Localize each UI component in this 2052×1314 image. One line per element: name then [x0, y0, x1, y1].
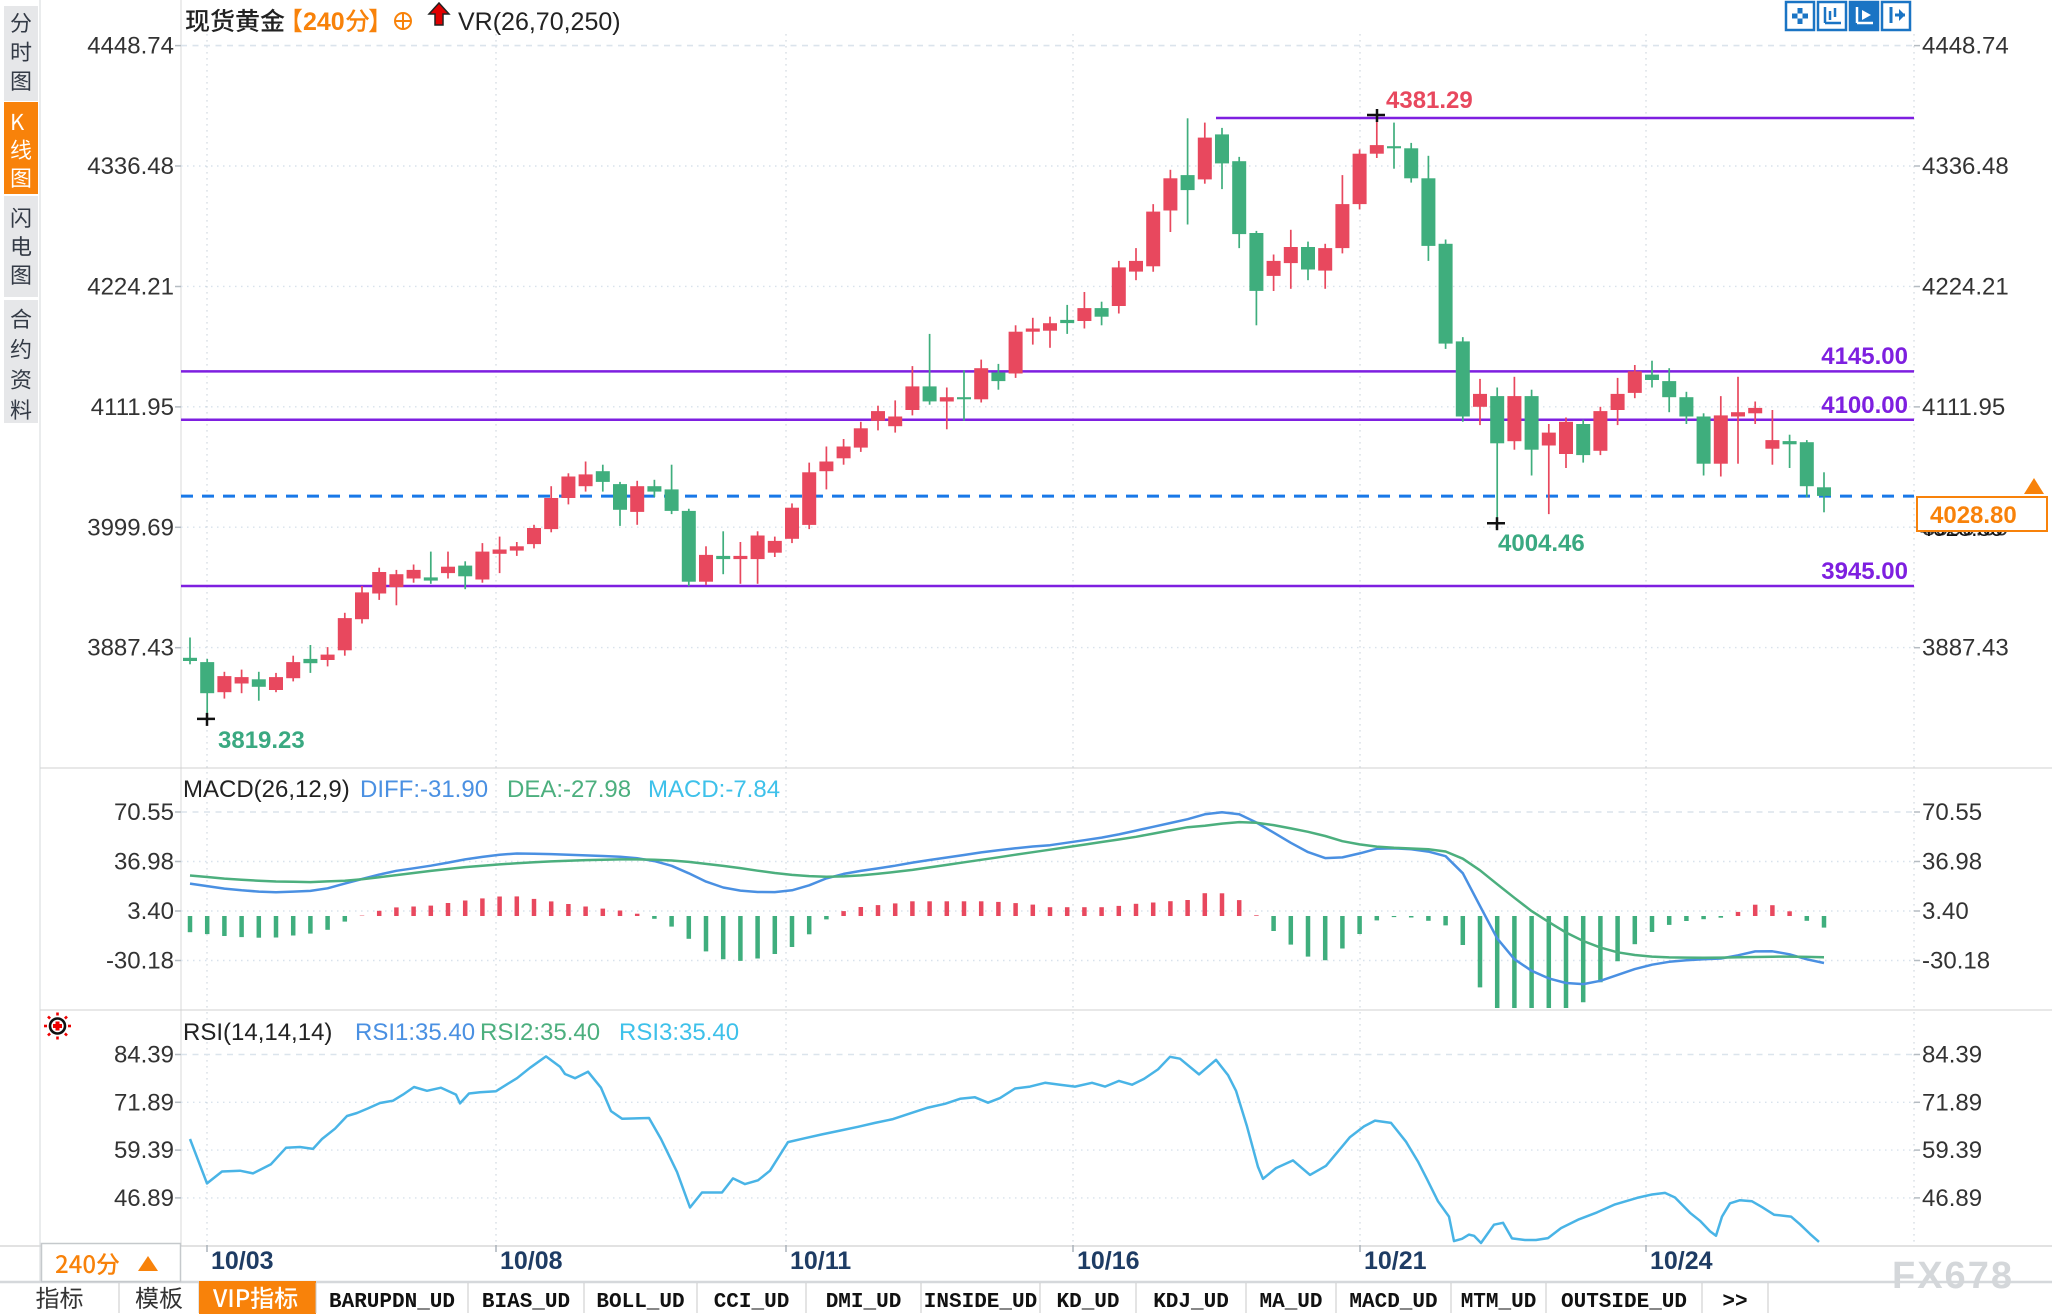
- svg-text:4004.46: 4004.46: [1498, 530, 1585, 557]
- svg-text:MACD_UD: MACD_UD: [1349, 1291, 1437, 1314]
- svg-text:BARUPDN_UD: BARUPDN_UD: [329, 1291, 455, 1314]
- svg-text:36.98: 36.98: [114, 849, 174, 876]
- svg-text:CCI_UD: CCI_UD: [714, 1291, 790, 1314]
- svg-text:3999.69: 3999.69: [87, 514, 174, 541]
- svg-text:DEA:-27.98: DEA:-27.98: [507, 776, 631, 803]
- svg-text:VR(26,70,250): VR(26,70,250): [458, 8, 621, 36]
- svg-text:4224.21: 4224.21: [87, 274, 174, 301]
- svg-text:10/16: 10/16: [1077, 1247, 1140, 1275]
- svg-text:240: 240: [303, 8, 345, 36]
- svg-text:70.55: 70.55: [114, 799, 174, 826]
- svg-text:70.55: 70.55: [1922, 799, 1982, 826]
- svg-text:10/03: 10/03: [211, 1247, 274, 1275]
- svg-text:KD_UD: KD_UD: [1056, 1291, 1119, 1314]
- svg-text:>>: >>: [1722, 1291, 1747, 1314]
- svg-text:MACD:-7.84: MACD:-7.84: [648, 776, 780, 803]
- svg-text:71.89: 71.89: [1922, 1089, 1982, 1116]
- svg-text:4336.48: 4336.48: [87, 153, 174, 180]
- svg-text:MTM_UD: MTM_UD: [1461, 1291, 1537, 1314]
- svg-text:3.40: 3.40: [1922, 898, 1969, 925]
- svg-text:36.98: 36.98: [1922, 849, 1982, 876]
- svg-text:FX678: FX678: [1892, 1255, 2014, 1297]
- svg-text:3887.43: 3887.43: [87, 635, 174, 662]
- svg-text:4448.74: 4448.74: [87, 33, 174, 60]
- svg-text:RSI3:35.40: RSI3:35.40: [619, 1019, 739, 1046]
- svg-text:3819.23: 3819.23: [218, 727, 305, 754]
- svg-text:10/11: 10/11: [790, 1247, 851, 1275]
- svg-text:10/08: 10/08: [500, 1247, 563, 1275]
- svg-text:3.40: 3.40: [127, 898, 174, 925]
- svg-text:4336.48: 4336.48: [1922, 153, 2009, 180]
- svg-text:10/21: 10/21: [1364, 1247, 1427, 1275]
- svg-text:3945.00: 3945.00: [1821, 558, 1908, 585]
- svg-text:-30.18: -30.18: [1922, 948, 1990, 975]
- svg-text:4224.21: 4224.21: [1922, 274, 2009, 301]
- svg-text:OUTSIDE_UD: OUTSIDE_UD: [1561, 1291, 1687, 1314]
- svg-text:4145.00: 4145.00: [1821, 343, 1908, 370]
- svg-text:BIAS_UD: BIAS_UD: [482, 1291, 570, 1314]
- svg-text:-30.18: -30.18: [106, 948, 174, 975]
- svg-text:4100.00: 4100.00: [1821, 392, 1908, 419]
- svg-text:59.39: 59.39: [1922, 1137, 1982, 1164]
- svg-text:MACD(26,12,9): MACD(26,12,9): [183, 776, 350, 803]
- svg-text:59.39: 59.39: [114, 1137, 174, 1164]
- svg-text:RSI1:35.40: RSI1:35.40: [355, 1019, 475, 1046]
- svg-text:46.89: 46.89: [114, 1185, 174, 1212]
- svg-text:84.39: 84.39: [114, 1042, 174, 1069]
- svg-text:RSI2:35.40: RSI2:35.40: [480, 1019, 600, 1046]
- svg-text:4111.95: 4111.95: [91, 394, 174, 421]
- svg-text:4381.29: 4381.29: [1386, 87, 1473, 114]
- svg-text:4111.95: 4111.95: [1922, 394, 2005, 421]
- svg-text:46.89: 46.89: [1922, 1185, 1982, 1212]
- svg-text:4448.74: 4448.74: [1922, 33, 2009, 60]
- svg-text:RSI(14,14,14): RSI(14,14,14): [183, 1019, 332, 1046]
- svg-text:DMI_UD: DMI_UD: [826, 1291, 902, 1314]
- svg-text:4028.80: 4028.80: [1930, 502, 2017, 529]
- svg-text:INSIDE_UD: INSIDE_UD: [924, 1291, 1037, 1314]
- svg-text:84.39: 84.39: [1922, 1042, 1982, 1069]
- svg-text:MA_UD: MA_UD: [1259, 1291, 1322, 1314]
- svg-text:71.89: 71.89: [114, 1089, 174, 1116]
- svg-text:10/24: 10/24: [1650, 1247, 1713, 1275]
- svg-text:KDJ_UD: KDJ_UD: [1153, 1291, 1229, 1314]
- svg-text:BOLL_UD: BOLL_UD: [596, 1291, 684, 1314]
- svg-text:DIFF:-31.90: DIFF:-31.90: [360, 776, 488, 803]
- svg-text:3887.43: 3887.43: [1922, 635, 2009, 662]
